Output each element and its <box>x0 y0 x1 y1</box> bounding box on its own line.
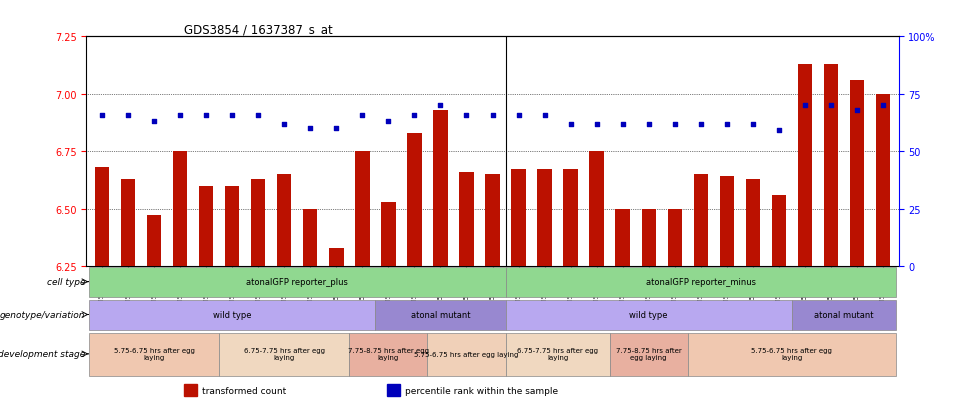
Bar <box>277 175 291 266</box>
Point <box>146 119 161 125</box>
Point <box>641 121 656 128</box>
Bar <box>746 179 760 266</box>
Point <box>225 113 240 119</box>
Point <box>120 113 136 119</box>
Point <box>277 121 292 128</box>
Bar <box>303 209 317 266</box>
Text: 5.75-6.75 hrs after egg
laying: 5.75-6.75 hrs after egg laying <box>113 347 194 361</box>
Point <box>745 121 760 128</box>
Bar <box>173 152 187 266</box>
Bar <box>121 179 136 266</box>
Bar <box>459 172 474 266</box>
FancyBboxPatch shape <box>505 268 896 298</box>
FancyBboxPatch shape <box>219 334 350 376</box>
Point <box>824 102 839 109</box>
Point <box>693 121 708 128</box>
Bar <box>382 202 396 266</box>
Text: 7.75-8.75 hrs after egg
laying: 7.75-8.75 hrs after egg laying <box>348 347 429 361</box>
FancyBboxPatch shape <box>505 334 609 376</box>
Text: atonalGFP reporter_plus: atonalGFP reporter_plus <box>246 278 348 287</box>
Point <box>719 121 734 128</box>
Bar <box>615 209 629 266</box>
Text: 6.75-7.75 hrs after egg
laying: 6.75-7.75 hrs after egg laying <box>517 347 598 361</box>
Bar <box>694 175 708 266</box>
Bar <box>537 170 552 266</box>
Text: atonal mutant: atonal mutant <box>814 310 874 319</box>
Bar <box>511 170 526 266</box>
FancyBboxPatch shape <box>609 334 688 376</box>
Text: 5.75-6.75 hrs after egg
laying: 5.75-6.75 hrs after egg laying <box>752 347 832 361</box>
Point <box>458 113 474 119</box>
Bar <box>850 81 864 266</box>
Bar <box>642 209 655 266</box>
FancyBboxPatch shape <box>688 334 896 376</box>
Point <box>355 113 370 119</box>
Text: cell type: cell type <box>47 278 86 287</box>
FancyBboxPatch shape <box>428 334 505 376</box>
Point <box>589 121 604 128</box>
Bar <box>330 248 343 266</box>
Bar <box>147 216 161 266</box>
Text: GDS3854 / 1637387_s_at: GDS3854 / 1637387_s_at <box>184 23 333 36</box>
Text: 6.75-7.75 hrs after egg
laying: 6.75-7.75 hrs after egg laying <box>244 347 325 361</box>
Text: transformed count: transformed count <box>202 386 286 395</box>
Point <box>303 126 318 132</box>
Bar <box>356 152 370 266</box>
Text: percentile rank within the sample: percentile rank within the sample <box>405 386 558 395</box>
Bar <box>824 65 838 266</box>
Bar <box>589 152 604 266</box>
Point <box>667 121 682 128</box>
FancyBboxPatch shape <box>350 334 428 376</box>
Text: genotype/variation: genotype/variation <box>0 310 86 319</box>
Point <box>407 113 422 119</box>
FancyBboxPatch shape <box>89 334 219 376</box>
Bar <box>433 111 448 266</box>
Bar <box>387 384 400 396</box>
Point <box>381 119 396 125</box>
Bar <box>772 195 786 266</box>
Point <box>771 128 786 134</box>
Text: 7.75-8.75 hrs after
egg laying: 7.75-8.75 hrs after egg laying <box>616 347 681 361</box>
Point <box>485 113 501 119</box>
Point <box>511 113 527 119</box>
Point <box>798 102 813 109</box>
FancyBboxPatch shape <box>505 300 792 330</box>
Bar <box>798 65 812 266</box>
Bar <box>720 177 734 266</box>
Text: wild type: wild type <box>629 310 668 319</box>
Bar <box>407 133 422 266</box>
Text: atonalGFP reporter_minus: atonalGFP reporter_minus <box>646 278 755 287</box>
Point <box>615 121 630 128</box>
Point <box>537 113 553 119</box>
Point <box>850 107 865 114</box>
Bar <box>95 168 110 266</box>
Point <box>199 113 214 119</box>
FancyBboxPatch shape <box>792 300 896 330</box>
Point <box>173 113 188 119</box>
FancyBboxPatch shape <box>89 300 376 330</box>
FancyBboxPatch shape <box>89 268 505 298</box>
Text: atonal mutant: atonal mutant <box>410 310 470 319</box>
Point <box>875 102 891 109</box>
Text: wild type: wild type <box>213 310 252 319</box>
Bar <box>485 175 500 266</box>
Bar <box>875 95 890 266</box>
Bar <box>251 179 265 266</box>
Bar <box>668 209 682 266</box>
Text: 5.75-6.75 hrs after egg laying: 5.75-6.75 hrs after egg laying <box>414 351 519 357</box>
Bar <box>184 384 197 396</box>
Text: development stage: development stage <box>0 349 86 358</box>
Point <box>251 113 266 119</box>
FancyBboxPatch shape <box>376 300 505 330</box>
Bar <box>199 186 213 266</box>
Point <box>94 113 110 119</box>
Point <box>329 126 344 132</box>
Bar <box>225 186 239 266</box>
Point <box>563 121 579 128</box>
Point <box>432 102 448 109</box>
Bar <box>563 170 578 266</box>
